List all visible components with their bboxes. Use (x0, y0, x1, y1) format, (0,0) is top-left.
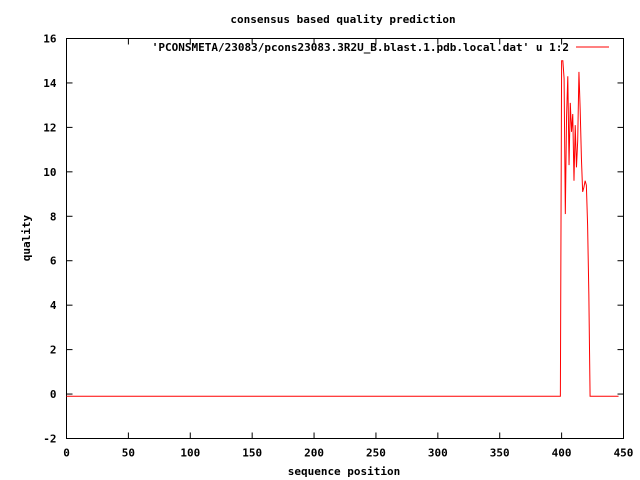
y-tick-label: 6 (50, 255, 57, 268)
chart-title: consensus based quality prediction (230, 13, 455, 26)
y-tick-label: 16 (43, 33, 57, 46)
x-tick-label: 350 (490, 447, 510, 460)
series-line (66, 60, 619, 397)
y-axis-label: quality (20, 214, 33, 261)
x-tick-label: 450 (614, 447, 634, 460)
y-tick-label: 4 (50, 299, 57, 312)
y-axis: -2 0 2 4 6 8 10 12 14 16 (43, 33, 624, 446)
x-tick-label: 50 (122, 447, 135, 460)
x-tick-label: 100 (180, 447, 200, 460)
y-tick-label: 8 (50, 210, 57, 223)
y-tick-label: 14 (43, 77, 57, 90)
legend: 'PCONSMETA/23083/pcons23083.3R2U_B.blast… (152, 41, 609, 54)
x-tick-label: 150 (242, 447, 262, 460)
x-tick-label: 200 (304, 447, 324, 460)
x-axis-label: sequence position (288, 465, 401, 478)
x-axis: 0 50 100 150 200 250 300 350 400 450 (63, 38, 634, 460)
y-tick-label: -2 (43, 433, 56, 446)
plot-frame (66, 38, 624, 439)
y-tick-label: 12 (43, 121, 56, 134)
y-tick-label: 10 (43, 166, 56, 179)
y-tick-label: 0 (50, 388, 57, 401)
x-tick-label: 400 (552, 447, 572, 460)
legend-entry-label: 'PCONSMETA/23083/pcons23083.3R2U_B.blast… (152, 41, 569, 54)
series-layer (66, 60, 619, 397)
x-tick-label: 0 (63, 447, 70, 460)
x-tick-label: 300 (428, 447, 448, 460)
x-tick-label: 250 (366, 447, 386, 460)
y-tick-label: 2 (50, 344, 57, 357)
